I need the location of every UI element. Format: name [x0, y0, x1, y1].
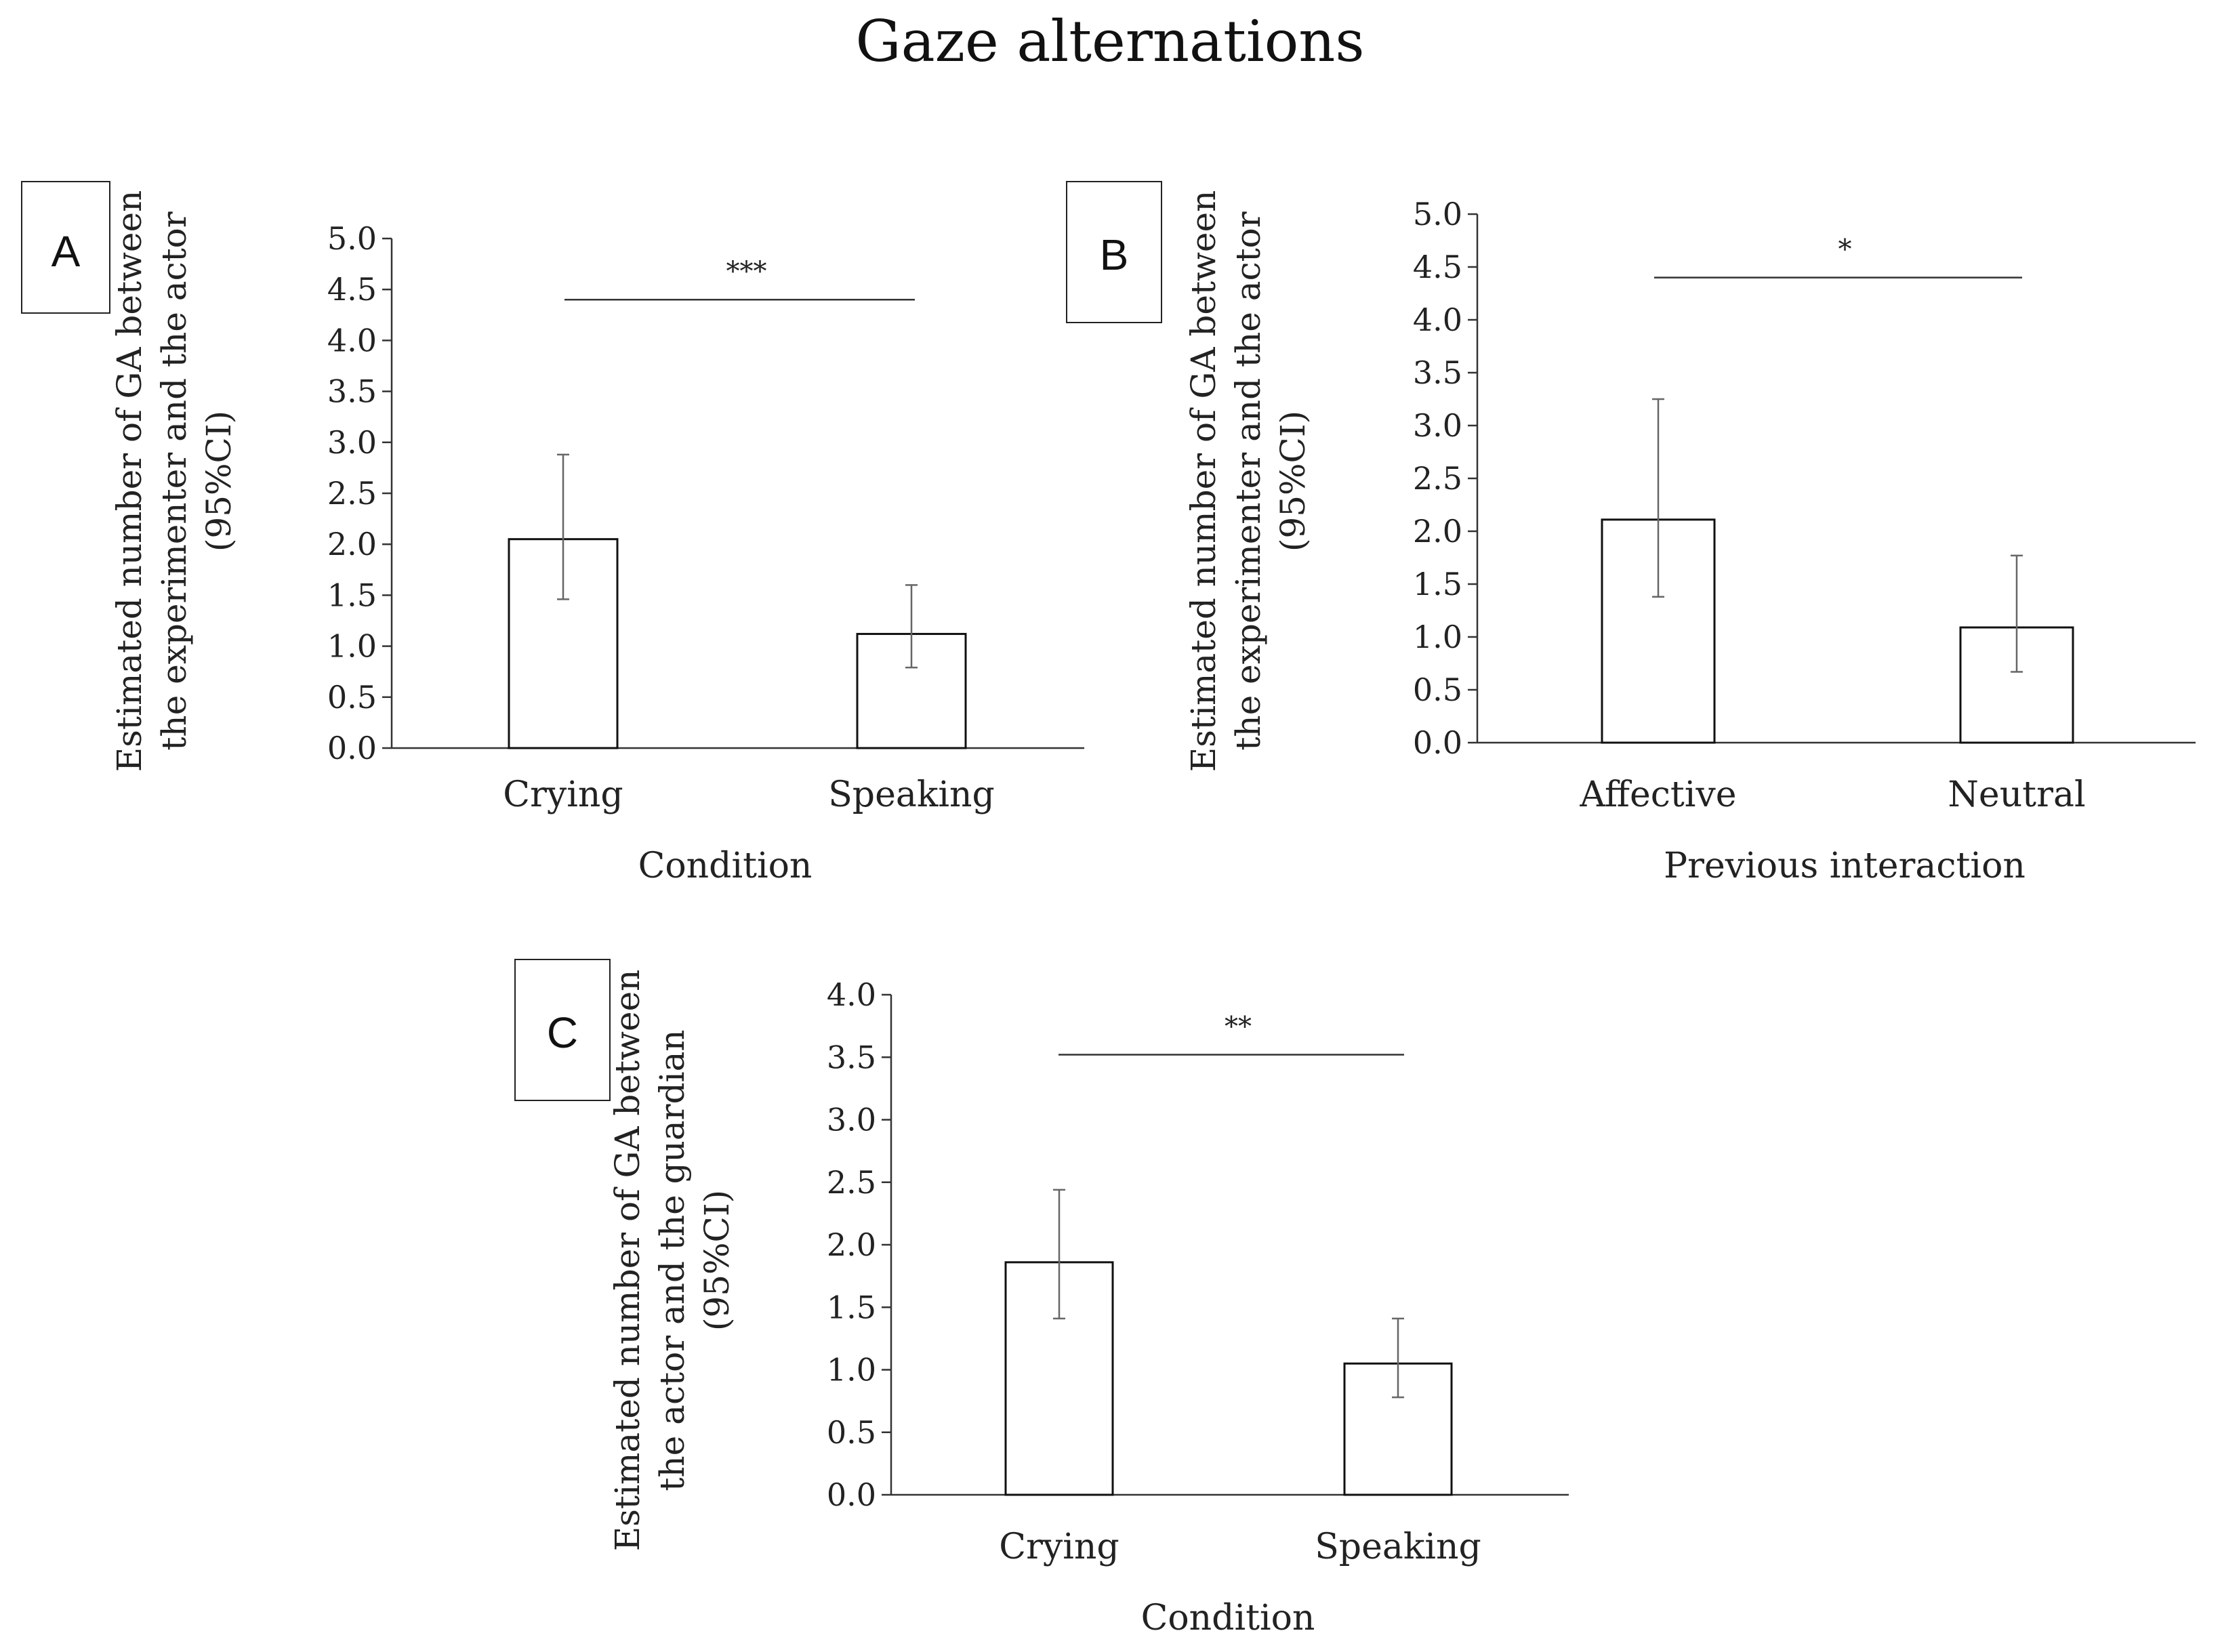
- y-tick-label: 1.5: [827, 1289, 876, 1325]
- y-axis-label-line: (95%CI): [1273, 411, 1313, 552]
- y-tick-label: 1.0: [327, 628, 377, 665]
- panel-a: A 0.0 0.5 1.0 1.5 2.0 2.5 3.0 3.5 4.0 4.5 5.0 Crying…: [21, 181, 1084, 886]
- y-axis-label-line: the actor and the guardian: [653, 1029, 692, 1491]
- panel-label-box: [514, 959, 611, 1101]
- y-tick-label: 0.0: [827, 1477, 876, 1513]
- panel-label-box: [1066, 181, 1162, 323]
- category-label: Speaking: [828, 775, 995, 815]
- y-tick-label: 2.5: [1413, 460, 1462, 497]
- y-tick-label: 5.0: [1413, 196, 1462, 232]
- category-label: Crying: [999, 1527, 1119, 1567]
- y-tick-label: 0.0: [327, 730, 377, 766]
- y-tick-label: 4.5: [1413, 249, 1462, 285]
- panel-label: A: [52, 227, 81, 276]
- y-tick-label: 5.0: [327, 220, 377, 257]
- y-tick-label: 2.0: [827, 1226, 876, 1263]
- y-tick-label: 1.5: [327, 577, 377, 613]
- category-label: Affective: [1579, 775, 1736, 815]
- y-tick-label: 2.5: [827, 1164, 876, 1201]
- y-tick-label: 0.5: [327, 679, 377, 716]
- figure-title: Gaze alternations: [856, 8, 1365, 75]
- y-tick-label: 2.0: [1413, 513, 1462, 550]
- significance-marker: ***: [726, 256, 767, 287]
- panel-label: B: [1100, 230, 1129, 279]
- category-label: Neutral: [1948, 775, 2085, 815]
- bar-crying: [508, 538, 619, 749]
- significance-marker: **: [1225, 1012, 1252, 1043]
- y-axis-label-line: the experimenter and the actor: [155, 211, 194, 750]
- y-tick-label: 4.5: [327, 271, 377, 308]
- bar-speaking: [856, 633, 967, 749]
- category-label: Speaking: [1315, 1527, 1481, 1567]
- x-axis-label: Condition: [1141, 1598, 1315, 1638]
- y-tick-label: 3.0: [827, 1102, 876, 1138]
- y-tick-label: 3.0: [327, 424, 377, 461]
- x-axis-label: Previous interaction: [1664, 846, 2026, 886]
- y-tick-label: 2.0: [327, 526, 377, 562]
- y-tick-label: 4.0: [1413, 302, 1462, 338]
- y-tick-label: 3.5: [327, 373, 377, 410]
- y-axis-label-line: the experimenter and the actor: [1229, 211, 1268, 750]
- panel-label: C: [547, 1008, 578, 1057]
- y-axis-label-line: Estimated number of GA between: [110, 190, 149, 772]
- y-tick-label: 3.0: [1413, 407, 1462, 444]
- y-tick-label: 0.0: [1413, 724, 1462, 761]
- y-tick-label: 2.5: [327, 475, 377, 512]
- y-tick-label: 0.5: [1413, 672, 1462, 708]
- significance-marker: *: [1838, 234, 1852, 266]
- y-axis-label-line: Estimated number of GA between: [1184, 190, 1223, 772]
- panel-c: C 0.0 0.5 1.0 1.5 2.0 2.5 3.0 3.5 4.0 Crying Speaki…: [514, 959, 1569, 1638]
- panel-b: B 0.0 0.5 1.0 1.5 2.0 2.5 3.0 3.5 4.0 4.5 5.0 Affect…: [1066, 181, 2196, 886]
- y-tick-label: 4.0: [827, 976, 876, 1013]
- y-tick-label: 1.5: [1413, 566, 1462, 602]
- category-label: Crying: [503, 775, 623, 815]
- y-axis-label-line: (95%CI): [199, 411, 239, 552]
- x-axis-label: Condition: [638, 846, 813, 886]
- y-tick-label: 1.0: [827, 1352, 876, 1388]
- y-tick-label: 1.0: [1413, 619, 1462, 655]
- y-tick-label: 4.0: [327, 322, 377, 358]
- y-tick-label: 3.5: [1413, 354, 1462, 391]
- y-tick-label: 3.5: [827, 1039, 876, 1075]
- y-axis-label-line: Estimated number of GA between: [608, 970, 647, 1552]
- y-axis-label-line: (95%CI): [697, 1190, 737, 1331]
- y-tick-label: 0.5: [827, 1414, 876, 1451]
- panel-label-box: [21, 181, 110, 314]
